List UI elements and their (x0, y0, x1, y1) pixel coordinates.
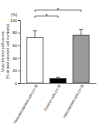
significance-label: * (57, 7, 59, 13)
error-bar-cap (56, 77, 60, 78)
y-tick: 40 (13, 56, 20, 61)
y-tick-mark (18, 45, 20, 46)
y-tick-label: 80 (13, 30, 18, 35)
y-tick: 80 (13, 30, 20, 35)
y-tick-mark (18, 20, 20, 21)
y-tick: 20 (13, 68, 20, 73)
x-axis-line (21, 83, 97, 84)
y-tick-label: 60 (13, 43, 18, 48)
error-bar (33, 31, 37, 38)
x-tick: Vascularized cells (n=3) (62, 83, 84, 119)
y-tick-mark (18, 58, 20, 59)
error-bar-cap (33, 30, 37, 31)
y-tick-mark (18, 70, 20, 71)
x-tick-label: Control cells (n=3) (43, 84, 61, 111)
error-bar-stem (81, 29, 82, 35)
chart: 0 20 40 60 80 100 Nonvascularized cells (n=3)C… (0, 0, 100, 129)
y-tick: 0 (15, 81, 20, 86)
bar (50, 79, 66, 83)
significance-label: * (46, 13, 48, 19)
y-tick-mark (18, 33, 20, 34)
bar (27, 38, 43, 83)
error-bar (56, 77, 60, 78)
y-tick: 100 (10, 18, 20, 23)
y-axis: 0 20 40 60 80 100 (10, 18, 20, 86)
y-axis-title: (% of total counted cell numbers) (6, 23, 10, 79)
y-axis-line (18, 21, 21, 84)
x-axis: Nonvascularized cells (n=3)Control cells… (13, 83, 97, 124)
bar (73, 35, 89, 83)
y-tick-mark (18, 83, 20, 84)
y-tick: 60 (13, 43, 20, 48)
y-unit: (%) (11, 12, 18, 17)
y-tick-label: 100 (10, 18, 17, 23)
error-bar-stem (34, 31, 35, 38)
plot: 0 20 40 60 80 100 Nonvascularized cells (n=3)C… (10, 18, 96, 125)
y-tick-label: 20 (13, 68, 18, 73)
x-tick-label: Nonvascularized cells (n=3) (13, 84, 39, 124)
error-bar-cap (79, 29, 83, 30)
x-tick: Nonvascularized cells (n=3) (13, 83, 39, 124)
y-tick-label: 40 (13, 56, 18, 61)
marks (27, 29, 89, 83)
x-tick: Control cells (n=3) (43, 83, 61, 111)
significance: ** (35, 7, 81, 19)
y-tick-label: 0 (15, 81, 18, 86)
error-bar (79, 29, 83, 35)
y-axis-title: Vascularized cell counts (1, 31, 5, 72)
x-tick-label: Vascularized cells (n=3) (62, 84, 84, 119)
